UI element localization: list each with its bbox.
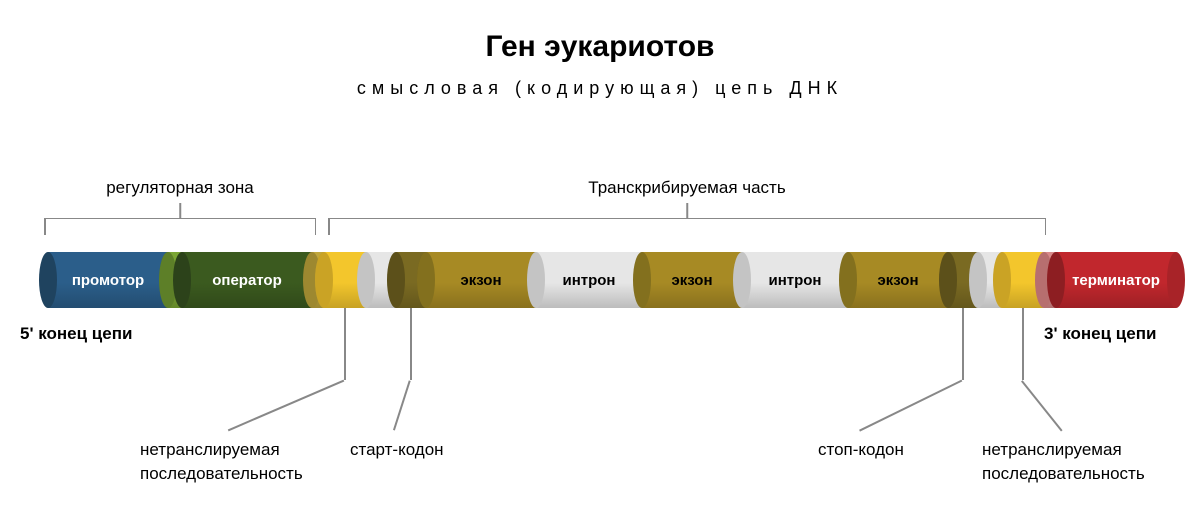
- bracket-label-transcribed: Транскрибируемая часть: [588, 178, 785, 198]
- five-prime-label: 5' конец цепи: [20, 324, 132, 344]
- leader-line-utr5-leader: [344, 308, 346, 380]
- segment-intron1: интрон: [536, 252, 642, 308]
- leader-line-stop-leader: [962, 308, 964, 380]
- leader-label2-utr5-leader: последовательность: [140, 464, 303, 484]
- segment-label-intron1: интрон: [536, 252, 642, 308]
- segment-label-exon2: экзон: [642, 252, 742, 308]
- segment-label-exon1: экзон: [426, 252, 536, 308]
- segment-intron2: интрон: [742, 252, 848, 308]
- three-prime-label: 3' конец цепи: [1044, 324, 1156, 344]
- leader-line-start-leader: [410, 308, 412, 380]
- diagram-title: Ген эукариотов: [0, 30, 1200, 64]
- bracket-transcribed: [328, 218, 1046, 234]
- segment-promoter: промотор: [48, 252, 168, 308]
- bracket-regulatory: [44, 218, 316, 234]
- leader-label-utr3-leader: нетранслируемая: [982, 440, 1122, 460]
- leader-label-stop-leader: стоп-кодон: [818, 440, 904, 460]
- gene-bar: промотороператорэкзонинтронэкзонинтронэк…: [0, 252, 1200, 308]
- diagram-subtitle: смысловая (кодирующая) цепь ДНК: [0, 78, 1200, 99]
- segment-terminator: терминатор: [1056, 252, 1176, 308]
- leader-label-utr5-leader: нетранслируемая: [140, 440, 280, 460]
- segment-operator: оператор: [182, 252, 312, 308]
- leader-line-utr3-leader: [1022, 308, 1024, 380]
- segment-exon3: экзон: [848, 252, 948, 308]
- segment-label-exon3: экзон: [848, 252, 948, 308]
- segment-exon1: экзон: [426, 252, 536, 308]
- segment-exon2: экзон: [642, 252, 742, 308]
- segment-label-terminator: терминатор: [1056, 252, 1176, 308]
- leader-label2-utr3-leader: последовательность: [982, 464, 1145, 484]
- segment-label-promoter: промотор: [48, 252, 168, 308]
- segment-label-intron2: интрон: [742, 252, 848, 308]
- segment-label-operator: оператор: [182, 252, 312, 308]
- leader-label-start-leader: старт-кодон: [350, 440, 444, 460]
- bracket-label-regulatory: регуляторная зона: [106, 178, 254, 198]
